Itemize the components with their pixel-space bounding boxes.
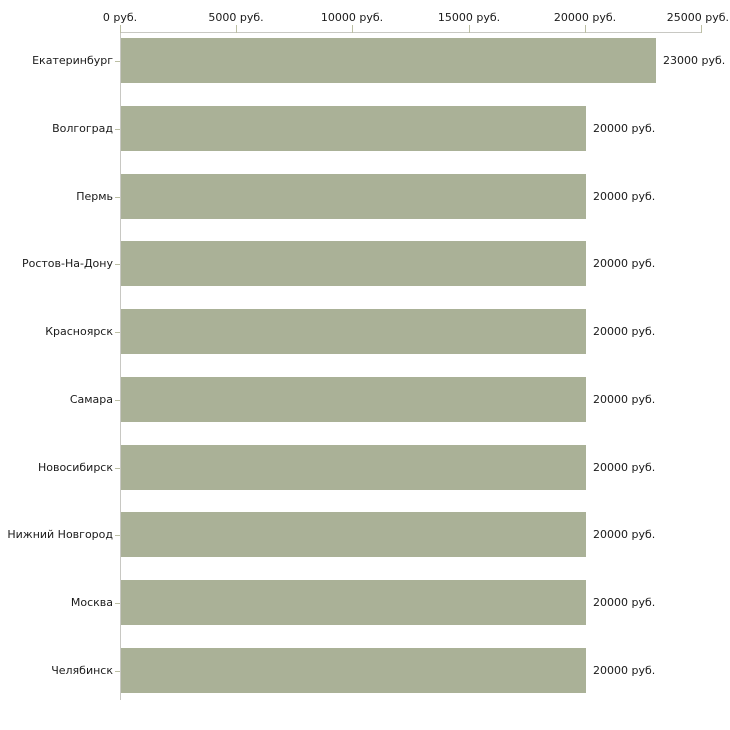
y-axis-tick [115,129,120,130]
x-axis-tick-label: 10000 руб. [320,11,384,24]
bar [121,648,586,693]
x-axis-tick [469,25,470,33]
category-label: Самара [69,393,113,406]
y-axis-tick [115,535,120,536]
x-axis-tick [236,25,237,33]
y-axis-tick [115,264,120,265]
category-label: Красноярск [45,325,113,338]
value-label: 20000 руб. [593,664,656,677]
value-label: 20000 руб. [593,393,656,406]
y-axis-tick [115,400,120,401]
y-axis-tick [115,671,120,672]
bar [121,241,586,286]
y-axis-tick [115,332,120,333]
bar [121,309,586,354]
bar [121,580,586,625]
x-axis-tick [585,25,586,33]
y-axis-tick [115,61,120,62]
x-axis-tick-label: 0 руб. [102,11,138,24]
value-label: 20000 руб. [593,325,656,338]
category-label: Екатеринбург [32,54,113,67]
x-axis-tick-label: 25000 руб. [666,11,729,24]
category-label: Ростов-На-Дону [21,257,113,270]
x-axis-tick-label: 5000 руб. [208,11,264,24]
value-label: 20000 руб. [593,528,656,541]
x-axis-tick [352,25,353,33]
value-label: 20000 руб. [593,257,656,270]
bar [121,377,586,422]
category-label: Москва [70,596,113,609]
bar [121,38,656,83]
x-axis-line [120,32,701,33]
x-axis-tick-label: 15000 руб. [437,11,501,24]
bar [121,174,586,219]
bar [121,512,586,557]
y-axis-line [120,32,121,700]
y-axis-tick [115,603,120,604]
category-label: Нижний Новгород [7,528,113,541]
category-label: Челябинск [51,664,113,677]
y-axis-tick [115,197,120,198]
category-label: Новосибирск [37,461,113,474]
bar [121,106,586,151]
category-label: Пермь [76,190,113,203]
x-axis-tick [701,25,702,33]
y-axis-tick [115,468,120,469]
x-axis-tick-label: 20000 руб. [553,11,617,24]
value-label: 20000 руб. [593,122,656,135]
value-label: 23000 руб. [663,54,726,67]
value-label: 20000 руб. [593,596,656,609]
category-label: Волгоград [52,122,113,135]
x-axis-tick [120,25,121,33]
bar [121,445,586,490]
value-label: 20000 руб. [593,190,656,203]
value-label: 20000 руб. [593,461,656,474]
